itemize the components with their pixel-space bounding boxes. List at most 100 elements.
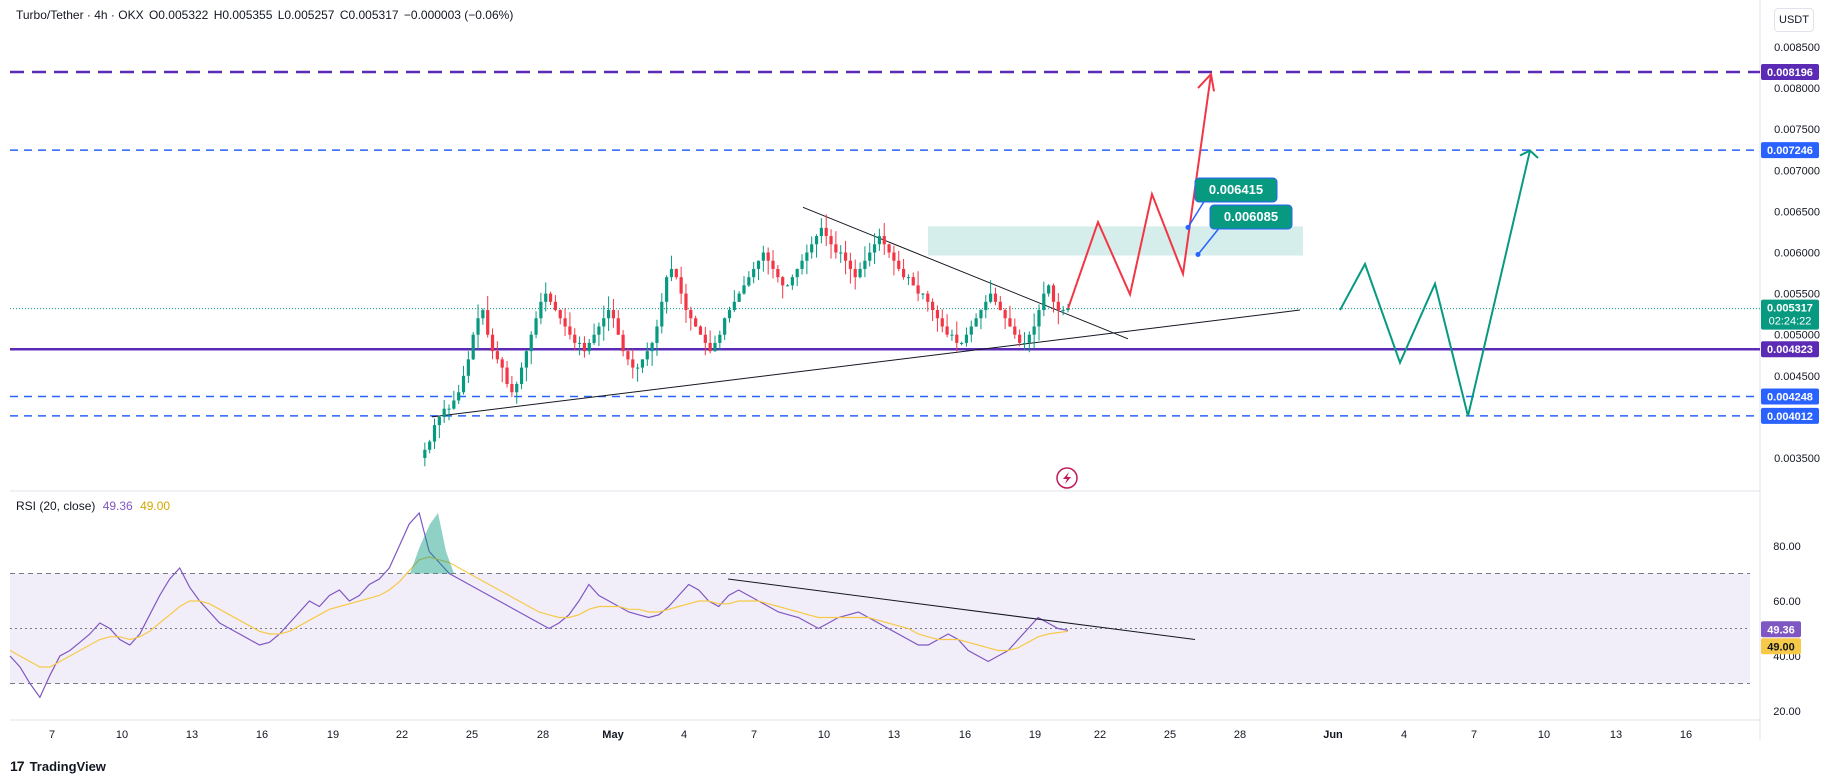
candle-body: [423, 449, 427, 458]
candle-body: [432, 425, 437, 442]
candle-body: [1061, 310, 1065, 312]
candle-body: [490, 334, 495, 352]
price-axis-tick: 0.008000: [1774, 83, 1820, 95]
annotation-bubble[interactable]: [1194, 177, 1278, 203]
candle-body: [1022, 342, 1027, 344]
rsi-ma-line: [9, 556, 1069, 668]
bullish-projection-path[interactable]: [1067, 73, 1212, 309]
rsi-ma-label-bg: [1761, 638, 1801, 655]
supply-zone[interactable]: [928, 226, 1303, 256]
rsi-label[interactable]: RSI (20, close): [16, 499, 96, 513]
rsi-value: 49.36: [102, 499, 133, 513]
candle-body: [442, 408, 446, 417]
candle-body: [727, 310, 732, 319]
candle-body: [461, 375, 466, 393]
level-label-bg: [1761, 407, 1819, 424]
candle-body: [640, 359, 645, 368]
candle-body: [665, 277, 669, 302]
ohlc-low: L0.005257: [277, 8, 335, 22]
candle-body: [993, 293, 998, 302]
ascending-trendline[interactable]: [431, 309, 1301, 418]
price-axis-tick: 0.006000: [1774, 248, 1820, 260]
lightning-icon[interactable]: [1056, 467, 1078, 489]
candle-body: [1003, 310, 1007, 319]
current-price-label: 0.005317: [1767, 303, 1813, 315]
candle-body: [500, 359, 504, 368]
candle-body: [698, 326, 703, 335]
price-axis-tick: 0.005000: [1774, 330, 1820, 342]
candle-body: [1047, 285, 1051, 294]
price-axis-tick: 0.007500: [1774, 124, 1820, 136]
time-axis-tick: 10: [116, 729, 128, 741]
candle-body: [544, 293, 548, 302]
time-axis-tick: 19: [327, 729, 339, 741]
time-axis-tick: 7: [751, 729, 757, 741]
rsi-header: RSI (20, close) 49.36 49.00: [16, 499, 170, 513]
candle-body: [882, 236, 886, 245]
time-axis-tick: 10: [1538, 729, 1550, 741]
time-axis-tick: 22: [396, 729, 408, 741]
candle-body: [655, 326, 659, 343]
main-pane[interactable]: [10, 0, 1760, 490]
bearish-projection-path[interactable]: [1339, 150, 1531, 417]
candle-body: [911, 277, 915, 286]
candle-body: [1066, 308, 1070, 311]
candle-body: [1027, 334, 1031, 343]
candle-body: [519, 367, 524, 385]
candle-body: [573, 334, 577, 343]
ohlc-open: O0.005322: [148, 8, 209, 22]
candle-body: [1042, 293, 1046, 311]
candle-body: [616, 318, 620, 335]
candle-body: [486, 310, 490, 335]
candle-body: [926, 293, 930, 302]
candle-body: [766, 252, 770, 261]
candle-body: [790, 277, 794, 286]
candle-body: [708, 342, 712, 352]
rsi-line: [9, 511, 1069, 699]
time-axis-tick: 16: [256, 729, 268, 741]
candle-body: [1051, 285, 1056, 302]
rsi-axis-tick: 80.00: [1773, 541, 1801, 553]
candle-body: [1008, 318, 1012, 327]
candle-body: [906, 277, 911, 279]
current-price-label-bg: [1761, 299, 1819, 330]
candle-body: [669, 268, 674, 278]
symbol-title[interactable]: Turbo/Tether · 4h · OKX: [16, 8, 144, 22]
candle-body: [887, 244, 891, 253]
candle-body: [626, 351, 630, 360]
candle-body: [761, 252, 765, 261]
symbol-header: Turbo/Tether · 4h · OKX O0.005322 H0.005…: [16, 8, 515, 22]
candle-body: [877, 236, 882, 245]
candle-body: [955, 334, 959, 343]
annotation-bubble[interactable]: [1209, 204, 1293, 230]
candle-body: [814, 236, 819, 245]
rsi-value-label-bg: [1761, 621, 1801, 638]
candle-body: [771, 260, 775, 269]
brand-footer[interactable]: 17 TradingView: [10, 758, 106, 774]
candle-body: [853, 268, 857, 278]
candle-body: [582, 342, 587, 352]
candle-body: [848, 260, 852, 269]
time-axis-tick: 4: [681, 729, 687, 741]
candle-body: [563, 318, 567, 327]
ohlc-change: −0.000003 (−0.06%): [403, 8, 514, 22]
candle-body: [1037, 310, 1041, 327]
currency-button[interactable]: USDT: [1774, 8, 1814, 32]
candle-body: [481, 310, 485, 319]
candle-body: [650, 342, 654, 352]
candle-body: [689, 310, 693, 319]
candle-body: [945, 326, 949, 335]
candle-body: [829, 236, 833, 245]
candle-body: [457, 392, 461, 401]
candle-body: [602, 318, 606, 327]
rsi-trendline[interactable]: [727, 578, 1196, 640]
candle-body: [756, 260, 761, 269]
level-label-0.007246: 0.007246: [1767, 145, 1813, 157]
candle-body: [539, 301, 543, 319]
candle-body: [505, 367, 509, 385]
time-axis-tick: 13: [186, 729, 198, 741]
candle-body: [510, 384, 514, 393]
rsi-ma-value: 49.00: [140, 499, 171, 513]
descending-trendline[interactable]: [802, 206, 1129, 340]
